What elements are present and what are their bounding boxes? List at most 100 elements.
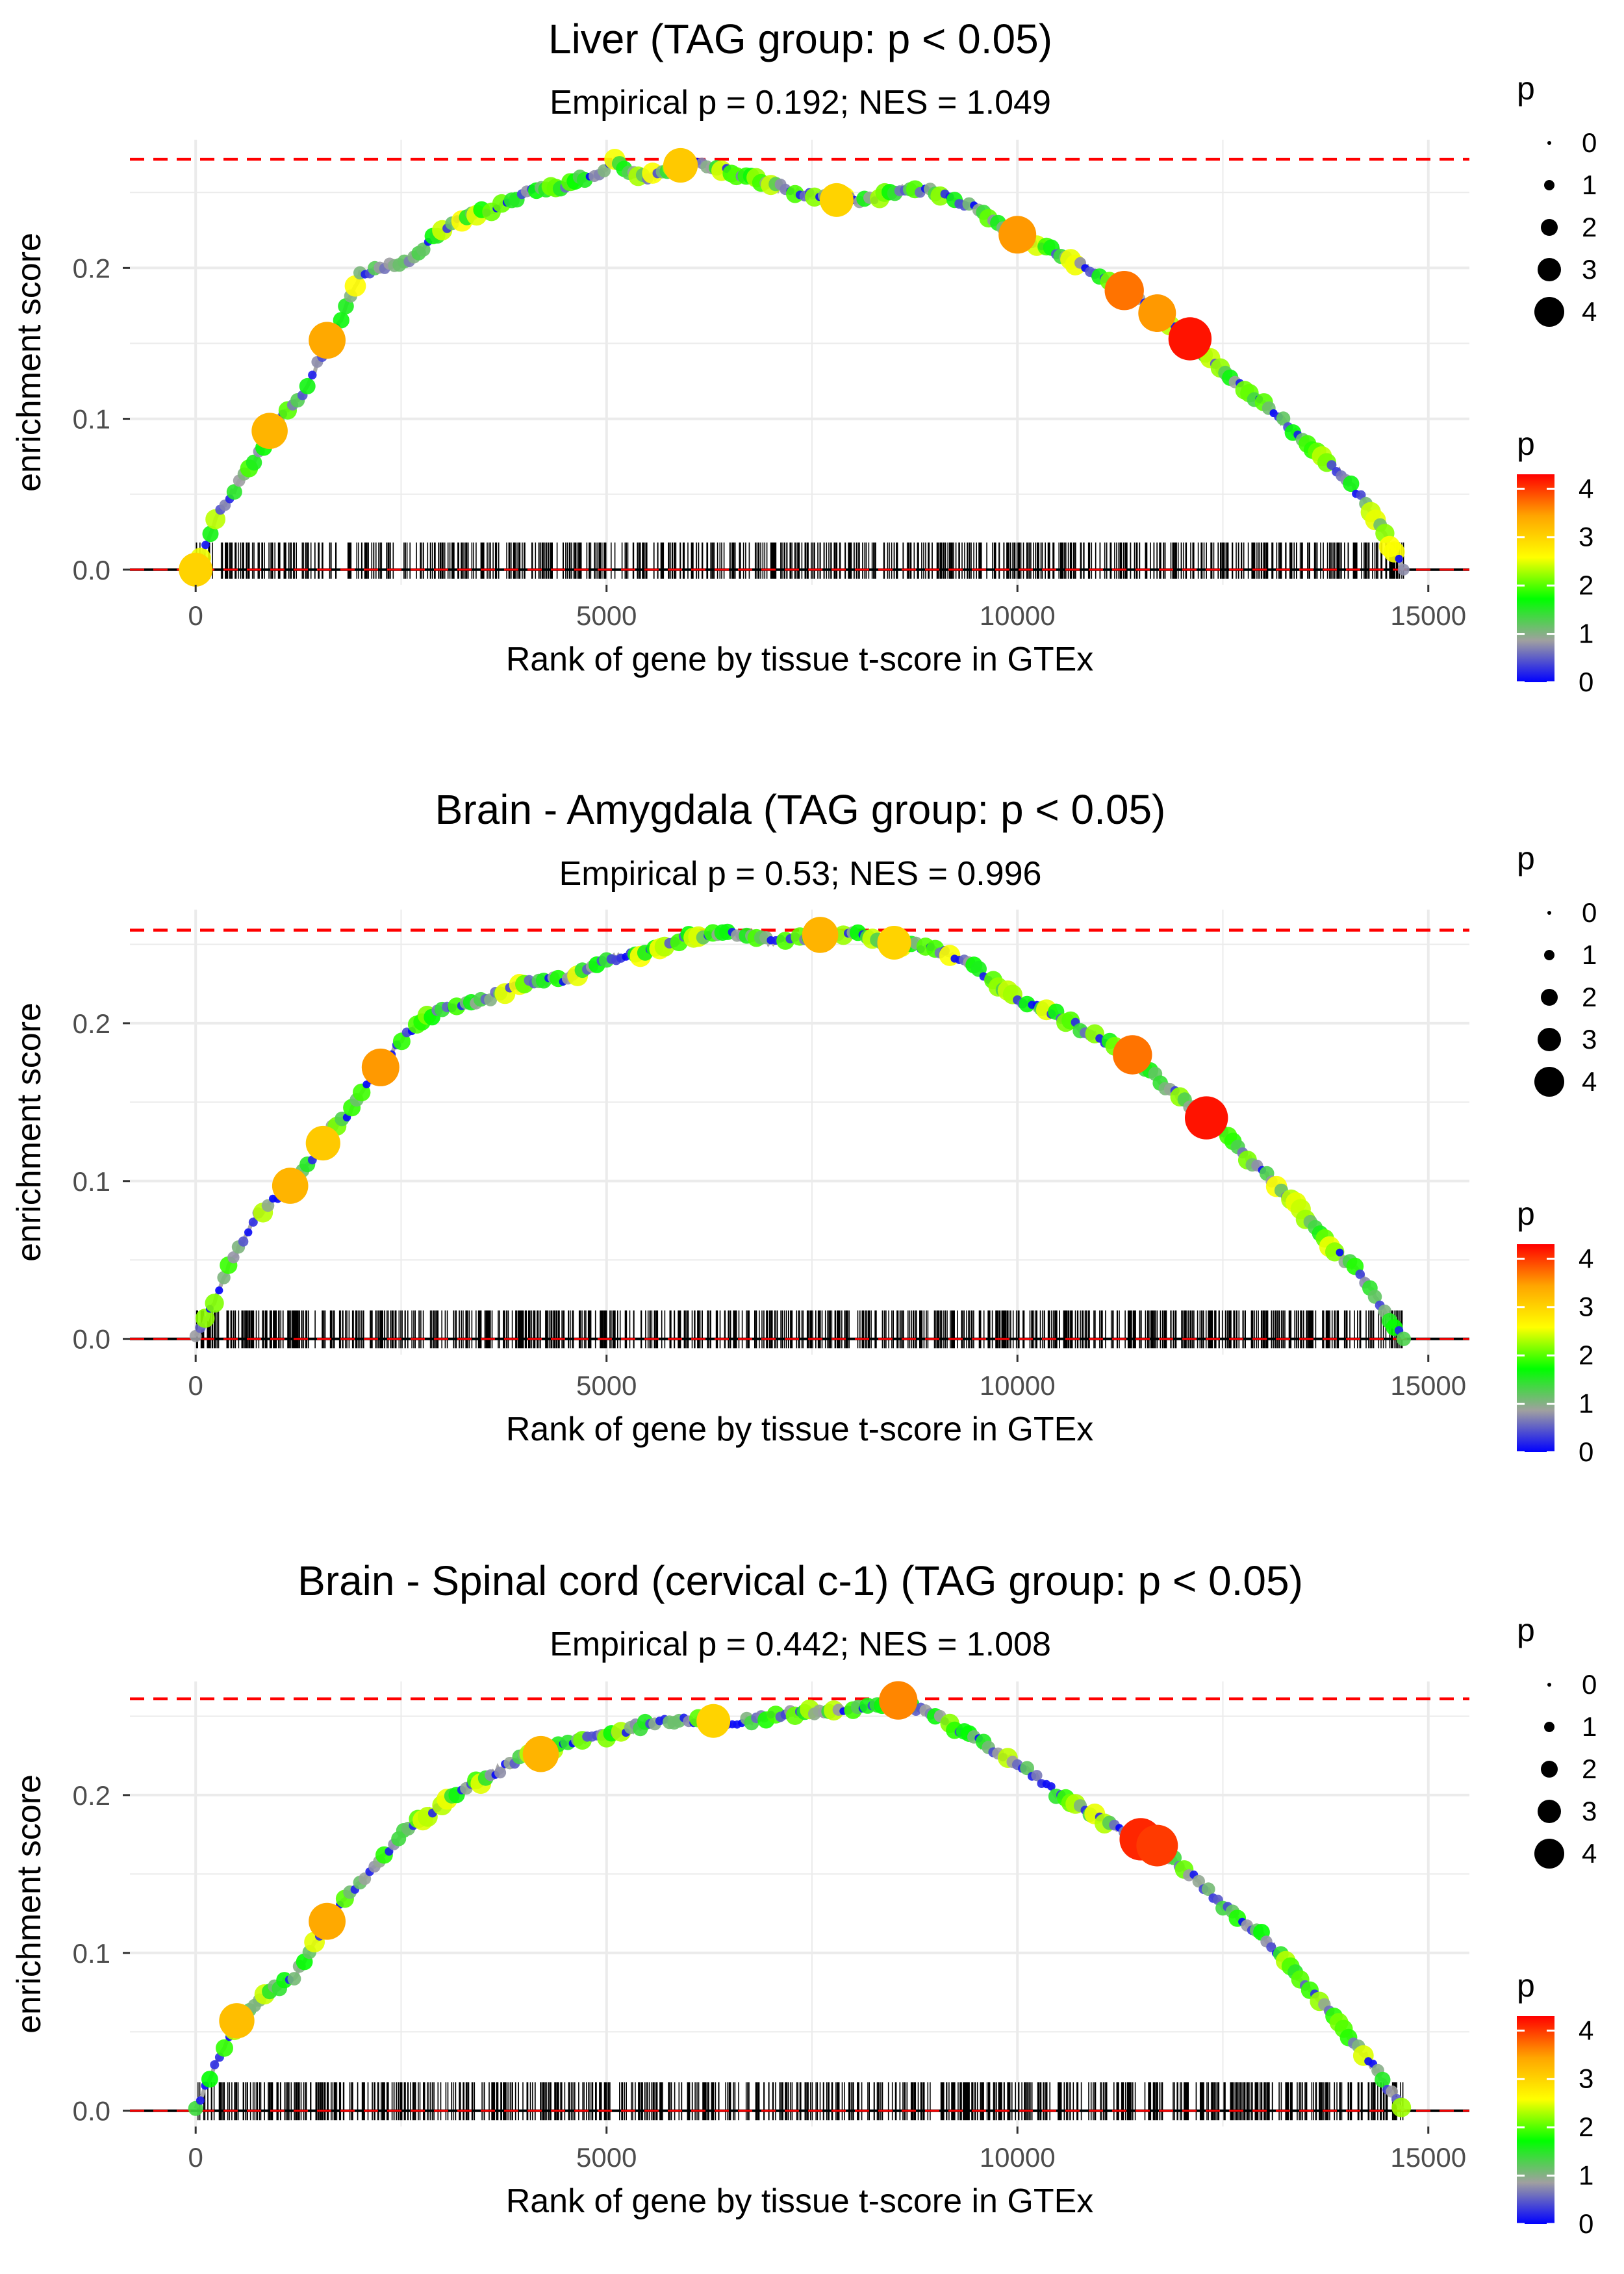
gene-point [1020, 1761, 1034, 1776]
color-legend-title: p [1517, 1195, 1535, 1232]
color-legend-bar [1517, 2016, 1554, 2224]
gene-point [201, 2071, 218, 2088]
gene-point [195, 1309, 215, 1328]
gene-point [217, 1271, 231, 1284]
y-tick-label: 0.1 [73, 404, 110, 435]
size-legend-value: 1 [1582, 170, 1597, 200]
highlight-gene-point [305, 1125, 340, 1161]
chart-title: Liver (TAG group: p < 0.05) [548, 16, 1052, 62]
gene-point [1266, 1942, 1276, 1952]
size-legend-value: 4 [1582, 296, 1597, 327]
gene-point [1375, 2071, 1391, 2088]
panel-brain-amygdala: Brain - Amygdala (TAG group: p < 0.05) E… [10, 786, 1597, 1467]
gene-points [179, 147, 1410, 587]
y-tick-label: 0.2 [73, 1008, 110, 1039]
y-tick-label: 0.2 [73, 1780, 110, 1811]
gene-point [1336, 1248, 1344, 1257]
x-axis-label: Rank of gene by tissue t-score in GTEx [506, 641, 1094, 678]
y-tick-label: 0.1 [73, 1166, 110, 1197]
color-legend-tick: 3 [1579, 2063, 1593, 2094]
size-legend-dot [1538, 258, 1561, 281]
highlight-gene-point [309, 322, 346, 359]
size-legend-title: p [1517, 70, 1535, 107]
gene-point [202, 526, 219, 543]
y-ticks: 0.0 0.1 0.2 [73, 1780, 110, 2127]
size-legend-value: 1 [1582, 1711, 1597, 1742]
highlight-gene-point [179, 552, 213, 587]
highlight-gene-point [219, 2003, 255, 2039]
highlight-gene-point [879, 1681, 918, 1720]
gene-point [494, 1767, 507, 1779]
size-legend-value: 2 [1582, 982, 1597, 1012]
x-tick-label: 10000 [980, 600, 1056, 631]
highlight-gene-point [1185, 1096, 1228, 1140]
color-legend-tick: 3 [1579, 1292, 1593, 1322]
size-legend-value: 0 [1582, 897, 1597, 928]
color-legend-tick: 0 [1579, 1437, 1593, 1467]
gene-point [1325, 1242, 1345, 1262]
size-legend-value: 0 [1582, 127, 1597, 158]
highlight-gene-point [1136, 1824, 1178, 1867]
color-legend-tick: 4 [1579, 2015, 1593, 2045]
color-legend-tick: 4 [1579, 473, 1593, 504]
gene-point [188, 2101, 203, 2116]
gene-point [227, 1251, 240, 1264]
gene-point [1391, 2097, 1412, 2117]
gene-point [196, 2096, 205, 2105]
y-tick-label: 0.0 [73, 555, 110, 585]
y-tick-label: 0.0 [73, 1324, 110, 1355]
size-legend-dot [1534, 1067, 1564, 1097]
color-legend: p 0 1 2 3 4 [1517, 426, 1593, 697]
highlight-gene-point [877, 926, 911, 960]
color-legend-tick: 0 [1579, 667, 1593, 697]
size-legend-value: 4 [1582, 1066, 1597, 1097]
size-legend-dot [1541, 1761, 1558, 1778]
size-legend: p 0 1 2 3 4 [1517, 840, 1597, 1097]
color-legend-title: p [1517, 1967, 1535, 2004]
x-ticks: 0 5000 10000 15000 [188, 1370, 1467, 1401]
highlight-gene-point [1168, 317, 1212, 361]
gridlines [130, 140, 1469, 585]
highlight-gene-point [251, 413, 288, 449]
color-legend-tick: 1 [1579, 619, 1593, 649]
color-legend: p 0 1 2 3 4 [1517, 1195, 1593, 1467]
panel-liver: Liver (TAG group: p < 0.05) Empirical p … [10, 16, 1597, 697]
color-legend-tick: 4 [1579, 1243, 1593, 1273]
highlight-gene-point [309, 1902, 346, 1940]
gene-point [1192, 1874, 1206, 1888]
x-tick-label: 5000 [576, 2142, 637, 2173]
x-tick-label: 10000 [980, 1370, 1056, 1401]
size-legend-value: 4 [1582, 1838, 1597, 1869]
color-legend-bar [1517, 474, 1554, 682]
highlight-gene-point [802, 917, 839, 953]
gene-point [287, 1972, 301, 1986]
gene-point [246, 454, 262, 471]
rug-ticks [196, 542, 1404, 579]
gene-point [344, 275, 366, 297]
highlight-gene-point [1138, 294, 1176, 332]
highlight-gene-point [522, 1735, 559, 1772]
color-legend-tick: 1 [1579, 1388, 1593, 1419]
y-tick-label: 0.2 [73, 253, 110, 283]
color-legend: p 0 1 2 3 4 [1517, 1967, 1593, 2239]
gene-point [189, 1329, 202, 1342]
y-tick-label: 0.0 [73, 2096, 110, 2127]
x-ticks: 0 5000 10000 15000 [188, 2142, 1467, 2173]
size-legend-dot [1547, 1683, 1551, 1687]
gene-point [226, 484, 242, 500]
color-legend-tick: 3 [1579, 522, 1593, 552]
size-legend-value: 2 [1582, 212, 1597, 242]
gene-point [1326, 460, 1337, 470]
highlight-gene-point [696, 1704, 731, 1738]
color-legend-tick: 2 [1579, 570, 1593, 600]
gene-point [1396, 1331, 1411, 1346]
gene-rug [196, 542, 1404, 579]
chart-title: Brain - Spinal cord (cervical c-1) (TAG … [298, 1557, 1303, 1604]
size-legend-title: p [1517, 1612, 1535, 1648]
size-legend: p 0 1 2 3 4 [1517, 70, 1597, 327]
chart-title: Brain - Amygdala (TAG group: p < 0.05) [435, 786, 1166, 833]
rug-ticks [197, 2082, 1404, 2121]
x-tick-label: 15000 [1390, 1370, 1466, 1401]
highlight-gene-point [819, 183, 854, 217]
gene-point [261, 1199, 275, 1212]
